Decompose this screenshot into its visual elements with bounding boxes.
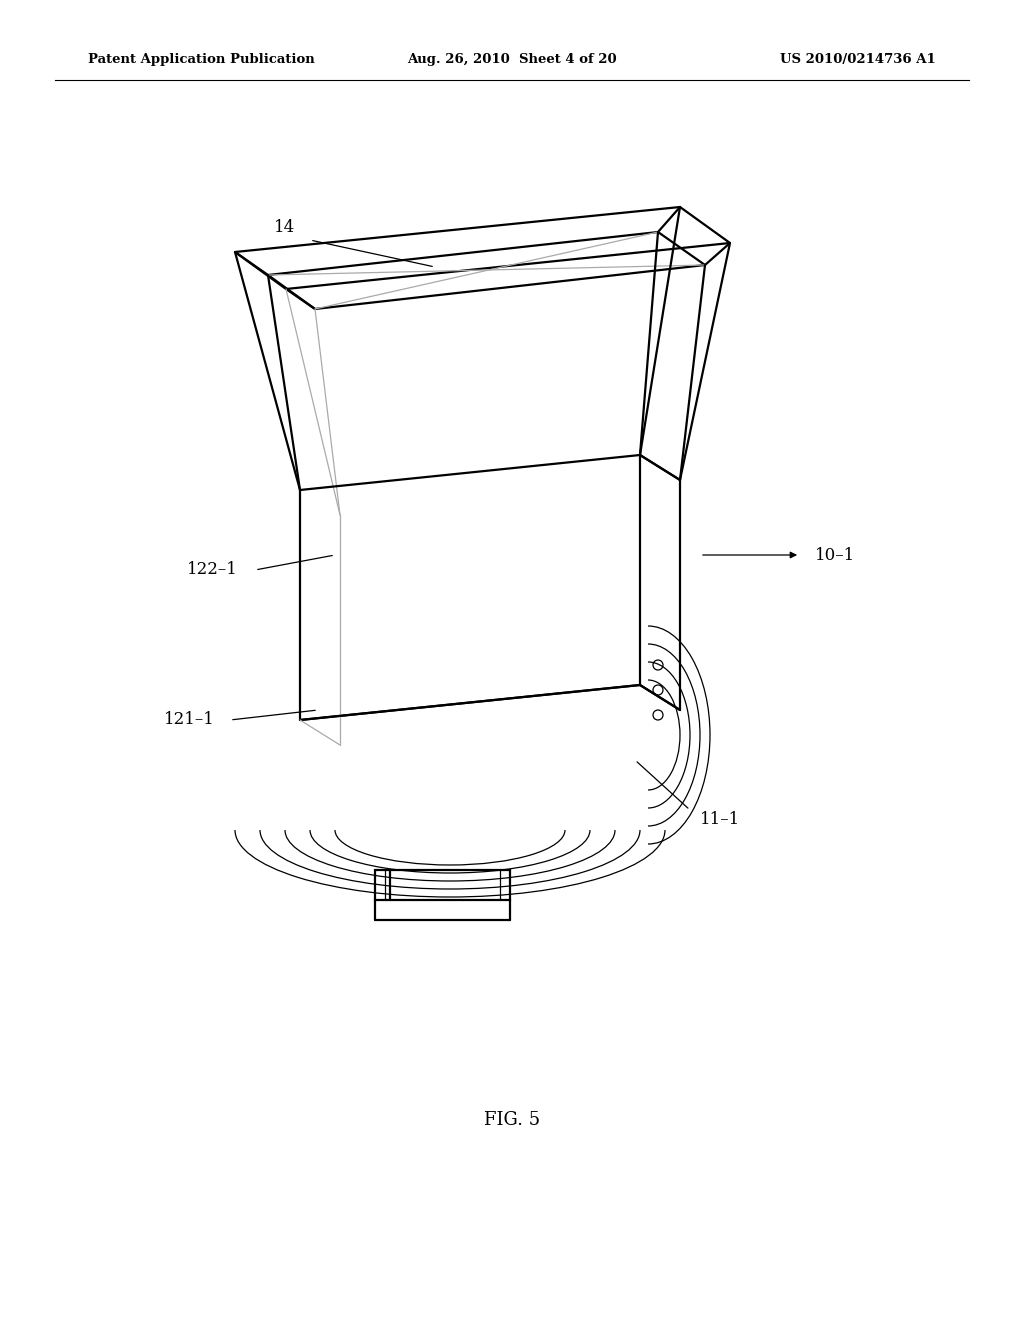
Text: 10–1: 10–1 — [815, 546, 855, 564]
Text: 122–1: 122–1 — [187, 561, 238, 578]
Text: Aug. 26, 2010  Sheet 4 of 20: Aug. 26, 2010 Sheet 4 of 20 — [408, 54, 616, 66]
Text: Patent Application Publication: Patent Application Publication — [88, 54, 314, 66]
Text: US 2010/0214736 A1: US 2010/0214736 A1 — [780, 54, 936, 66]
Text: 14: 14 — [273, 219, 295, 236]
Text: FIG. 5: FIG. 5 — [484, 1111, 540, 1129]
Text: 11–1: 11–1 — [700, 812, 740, 829]
Text: 121–1: 121–1 — [164, 711, 215, 729]
